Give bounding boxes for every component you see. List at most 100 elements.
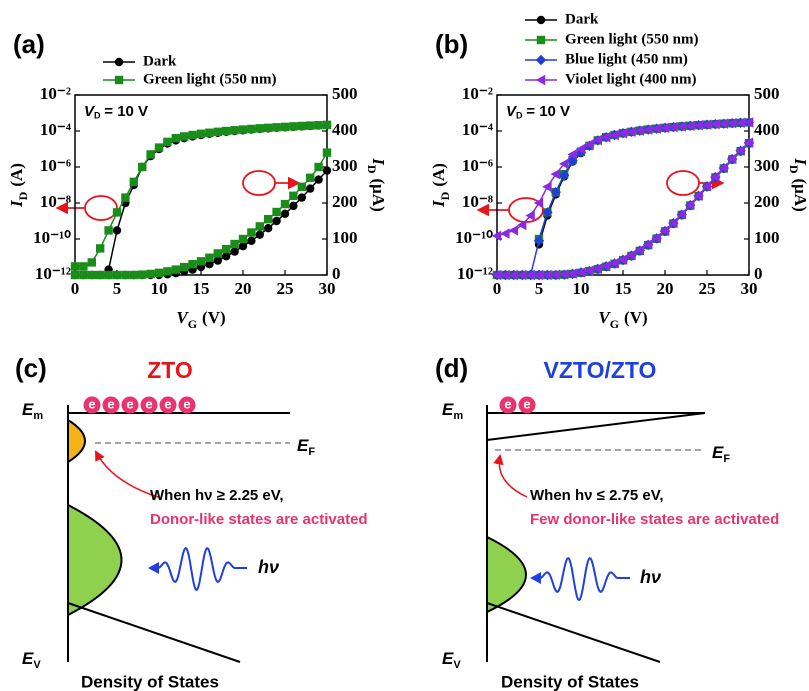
charts: (a) 0 5 10 15 20 25 30 10⁻¹² 10⁻¹⁰ 10⁻⁸ 10⁻⁶ 10⁻⁴ 10⁻… xyxy=(7,11,809,330)
marker xyxy=(247,124,256,134)
marker xyxy=(718,118,728,129)
y-axis-label: ID (A) xyxy=(429,163,452,208)
marker xyxy=(668,121,678,133)
marker xyxy=(222,126,231,136)
em-label: Em xyxy=(22,400,43,422)
x-axis-label-main: V xyxy=(176,308,189,327)
ev-label: EV xyxy=(22,649,41,671)
marker xyxy=(238,234,248,244)
marker xyxy=(154,268,164,278)
marker xyxy=(676,121,686,132)
x-tick-label: 0 xyxy=(71,279,80,298)
ef-label-main: E xyxy=(297,436,309,455)
marker xyxy=(643,124,653,135)
y-tick-label: 10⁻⁴ xyxy=(40,120,71,139)
marker xyxy=(87,258,96,267)
electron xyxy=(499,396,517,414)
legend-label: Violet light (400 nm) xyxy=(565,71,697,87)
marker xyxy=(306,173,315,182)
y2-tick-label: 100 xyxy=(754,228,780,247)
x-tick-label: 15 xyxy=(193,279,210,298)
x-tick-label: 25 xyxy=(277,279,294,298)
marker xyxy=(735,117,745,129)
marker xyxy=(634,125,644,136)
y-axis-label-main: I xyxy=(7,199,26,208)
marker xyxy=(230,126,239,135)
y-axis-label-sub: D xyxy=(16,191,30,200)
marker xyxy=(710,118,720,130)
marker xyxy=(129,270,138,280)
marker xyxy=(138,270,147,279)
marker xyxy=(701,119,712,130)
electron xyxy=(83,396,101,414)
marker xyxy=(533,269,544,281)
diagram-title: VZTO/ZTO xyxy=(544,357,657,383)
marker xyxy=(238,125,248,134)
y2-tick-label: 100 xyxy=(332,228,358,247)
marker xyxy=(272,123,281,132)
marker xyxy=(79,262,88,271)
marker xyxy=(542,269,552,281)
chart: (a) 0 5 10 15 20 25 30 10⁻¹² 10⁻¹⁰ 10⁻⁸ 10⁻⁶ 10⁻⁴ 10⁻… xyxy=(7,29,388,331)
y2-tick-label: 400 xyxy=(754,120,780,139)
annotation-main: V xyxy=(84,103,96,120)
y2-tick-label: 500 xyxy=(332,84,358,103)
ef-label: EF xyxy=(712,443,730,465)
y2-axis-label-main: I xyxy=(369,157,388,166)
marker xyxy=(718,162,728,173)
marker xyxy=(280,199,290,209)
marker xyxy=(138,162,147,172)
y-tick-label: 10⁻¹⁰ xyxy=(455,228,493,247)
marker xyxy=(592,263,602,274)
marker xyxy=(205,128,214,137)
x-tick-label: 25 xyxy=(699,279,716,298)
marker xyxy=(659,122,670,134)
x-axis-label-rest: (V) xyxy=(202,308,226,327)
marker xyxy=(222,244,231,254)
y-axis-label-rest: (A) xyxy=(7,163,26,187)
marker xyxy=(112,270,122,280)
marker xyxy=(567,268,577,279)
marker xyxy=(735,145,745,156)
photon-label: hν xyxy=(258,557,279,577)
legend-label: Green light (550 nm) xyxy=(565,31,698,47)
y-tick-label: 10⁻² xyxy=(40,84,71,103)
diagram-c-shapes xyxy=(67,405,290,663)
marker xyxy=(205,253,214,262)
marker xyxy=(517,269,527,281)
marker xyxy=(213,249,222,258)
ef-label: EF xyxy=(297,436,315,458)
marker xyxy=(238,242,248,251)
marker xyxy=(264,123,273,133)
marker xyxy=(87,270,96,280)
panel-label: (a) xyxy=(13,29,45,59)
marker xyxy=(180,132,189,141)
marker xyxy=(314,121,323,130)
x-axis-label-sub: G xyxy=(610,317,619,331)
marker xyxy=(314,162,323,172)
chart: (b) 0 5 10 15 20 25 30 10⁻¹² 10⁻¹⁰ 10⁻⁸ 10⁻⁶ 10⁻⁴ 10⁻… xyxy=(429,11,809,330)
condition: When hν ≤ 2.75 eV, xyxy=(530,487,664,504)
electron-label: e xyxy=(107,396,114,411)
marker xyxy=(668,217,678,228)
legend-marker xyxy=(536,35,546,45)
marker xyxy=(626,250,636,261)
marker xyxy=(264,215,273,224)
ef-label-main: E xyxy=(712,443,724,462)
y-axis-label: ID (A) xyxy=(7,163,30,208)
marker xyxy=(693,120,703,131)
marker xyxy=(112,226,122,235)
y2-axis-label: ID (μA) xyxy=(365,157,388,212)
marker xyxy=(542,207,553,218)
marker xyxy=(533,235,545,246)
y-tick-label: 10⁻¹² xyxy=(457,264,493,283)
photon-arrow xyxy=(530,572,541,584)
marker xyxy=(651,123,661,134)
marker xyxy=(550,168,560,180)
electron-label: e xyxy=(164,396,171,411)
x-tick-label: 10 xyxy=(573,279,590,298)
result: Few donor-like states are activated xyxy=(530,511,779,528)
marker xyxy=(500,269,510,281)
